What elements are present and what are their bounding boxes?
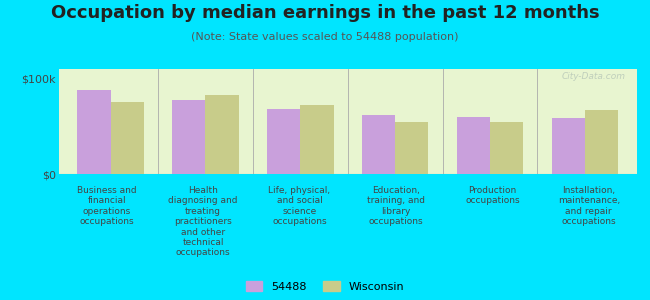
- Bar: [111, 102, 144, 174]
- Bar: [267, 109, 300, 174]
- Bar: [77, 90, 110, 174]
- Bar: [172, 100, 205, 174]
- Legend: 54488, Wisconsin: 54488, Wisconsin: [243, 279, 407, 294]
- Text: Life, physical,
and social
science
occupations: Life, physical, and social science occup…: [268, 186, 331, 226]
- Bar: [300, 105, 333, 174]
- Bar: [395, 122, 428, 174]
- Text: Production
occupations: Production occupations: [465, 186, 520, 206]
- Bar: [585, 110, 618, 174]
- Text: Occupation by median earnings in the past 12 months: Occupation by median earnings in the pas…: [51, 4, 599, 22]
- Text: Business and
financial
operations
occupations: Business and financial operations occupa…: [77, 186, 136, 226]
- Text: (Note: State values scaled to 54488 population): (Note: State values scaled to 54488 popu…: [191, 32, 459, 41]
- Bar: [362, 115, 395, 174]
- Bar: [205, 95, 239, 174]
- Text: Installation,
maintenance,
and repair
occupations: Installation, maintenance, and repair oc…: [558, 186, 620, 226]
- Bar: [457, 117, 490, 174]
- Bar: [552, 118, 585, 174]
- Text: City-Data.com: City-Data.com: [562, 72, 625, 81]
- Text: Health
diagnosing and
treating
practitioners
and other
technical
occupations: Health diagnosing and treating practitio…: [168, 186, 238, 257]
- Bar: [490, 122, 523, 174]
- Text: Education,
training, and
library
occupations: Education, training, and library occupat…: [367, 186, 425, 226]
